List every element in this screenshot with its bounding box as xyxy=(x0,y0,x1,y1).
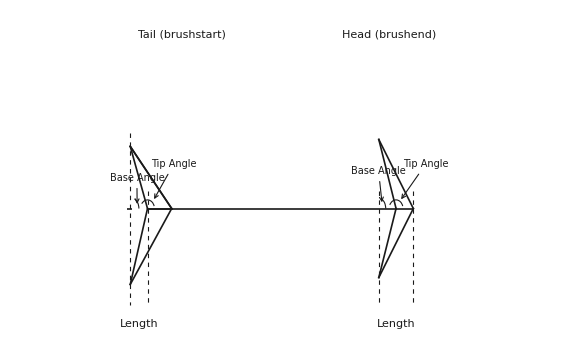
Text: Base Angle: Base Angle xyxy=(109,173,164,203)
Text: Tip Angle: Tip Angle xyxy=(151,159,197,198)
Text: Length: Length xyxy=(377,319,415,329)
Text: Tail (brushstart): Tail (brushstart) xyxy=(138,29,226,39)
Text: Tip Angle: Tip Angle xyxy=(402,159,449,198)
Text: Base Angle: Base Angle xyxy=(351,166,406,201)
Text: Head (brushend): Head (brushend) xyxy=(342,29,436,39)
Text: Length: Length xyxy=(119,319,158,329)
